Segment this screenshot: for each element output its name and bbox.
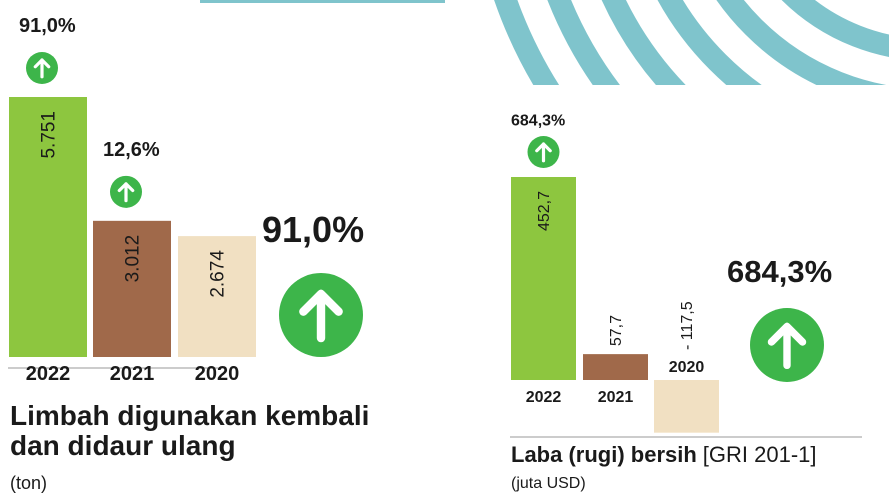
arrow-icon [527,136,560,168]
arrow-glyph [117,182,135,203]
arrow-icon [750,308,824,382]
value-label: - 117,5 [679,301,696,350]
value-label: 57,7 [608,315,625,346]
title-main: Laba (rugi) bersih [511,442,697,467]
bar [178,236,256,357]
x-tick-label: 2021 [598,389,634,406]
highlight-value: 91,0% [262,209,364,250]
annotation: 12,6% [103,139,160,161]
value-label: 5.751 [39,111,60,159]
chart-title: Limbah digunakan kembali [10,400,369,431]
x-tick-label: 2020 [195,363,240,385]
x-tick-label: 2022 [526,389,562,406]
arrow-glyph [535,142,552,163]
bar [9,97,87,357]
bar [511,177,576,380]
highlight-value: 684,3% [727,254,832,289]
x-tick-label: 2022 [26,363,71,385]
x-tick-label: 2020 [669,359,705,376]
arrow-glyph [767,322,807,370]
bar [583,354,648,380]
annotation: 91,0% [19,15,76,37]
annotation: 684,3% [511,113,565,130]
unit-label: (ton) [10,473,47,493]
arrow-icon [110,175,142,208]
bar [93,220,171,357]
arrow-glyph [33,58,51,79]
title-reference: [GRI 201-1] [703,442,817,467]
value-label: 452,7 [536,191,553,231]
chart-title: dan didaur ulang [10,430,236,461]
arrow-icon [26,52,58,84]
value-label: 2.674 [208,250,229,298]
chart-title: Laba (rugi) bersih [GRI 201-1] [511,442,817,467]
value-label: 3.012 [123,235,144,283]
arrow-icon [279,273,363,357]
arrow-glyph [299,289,343,343]
bar [654,380,719,433]
x-tick-label: 2021 [110,363,155,385]
unit-label: (juta USD) [511,475,586,492]
decor-line [200,0,445,3]
